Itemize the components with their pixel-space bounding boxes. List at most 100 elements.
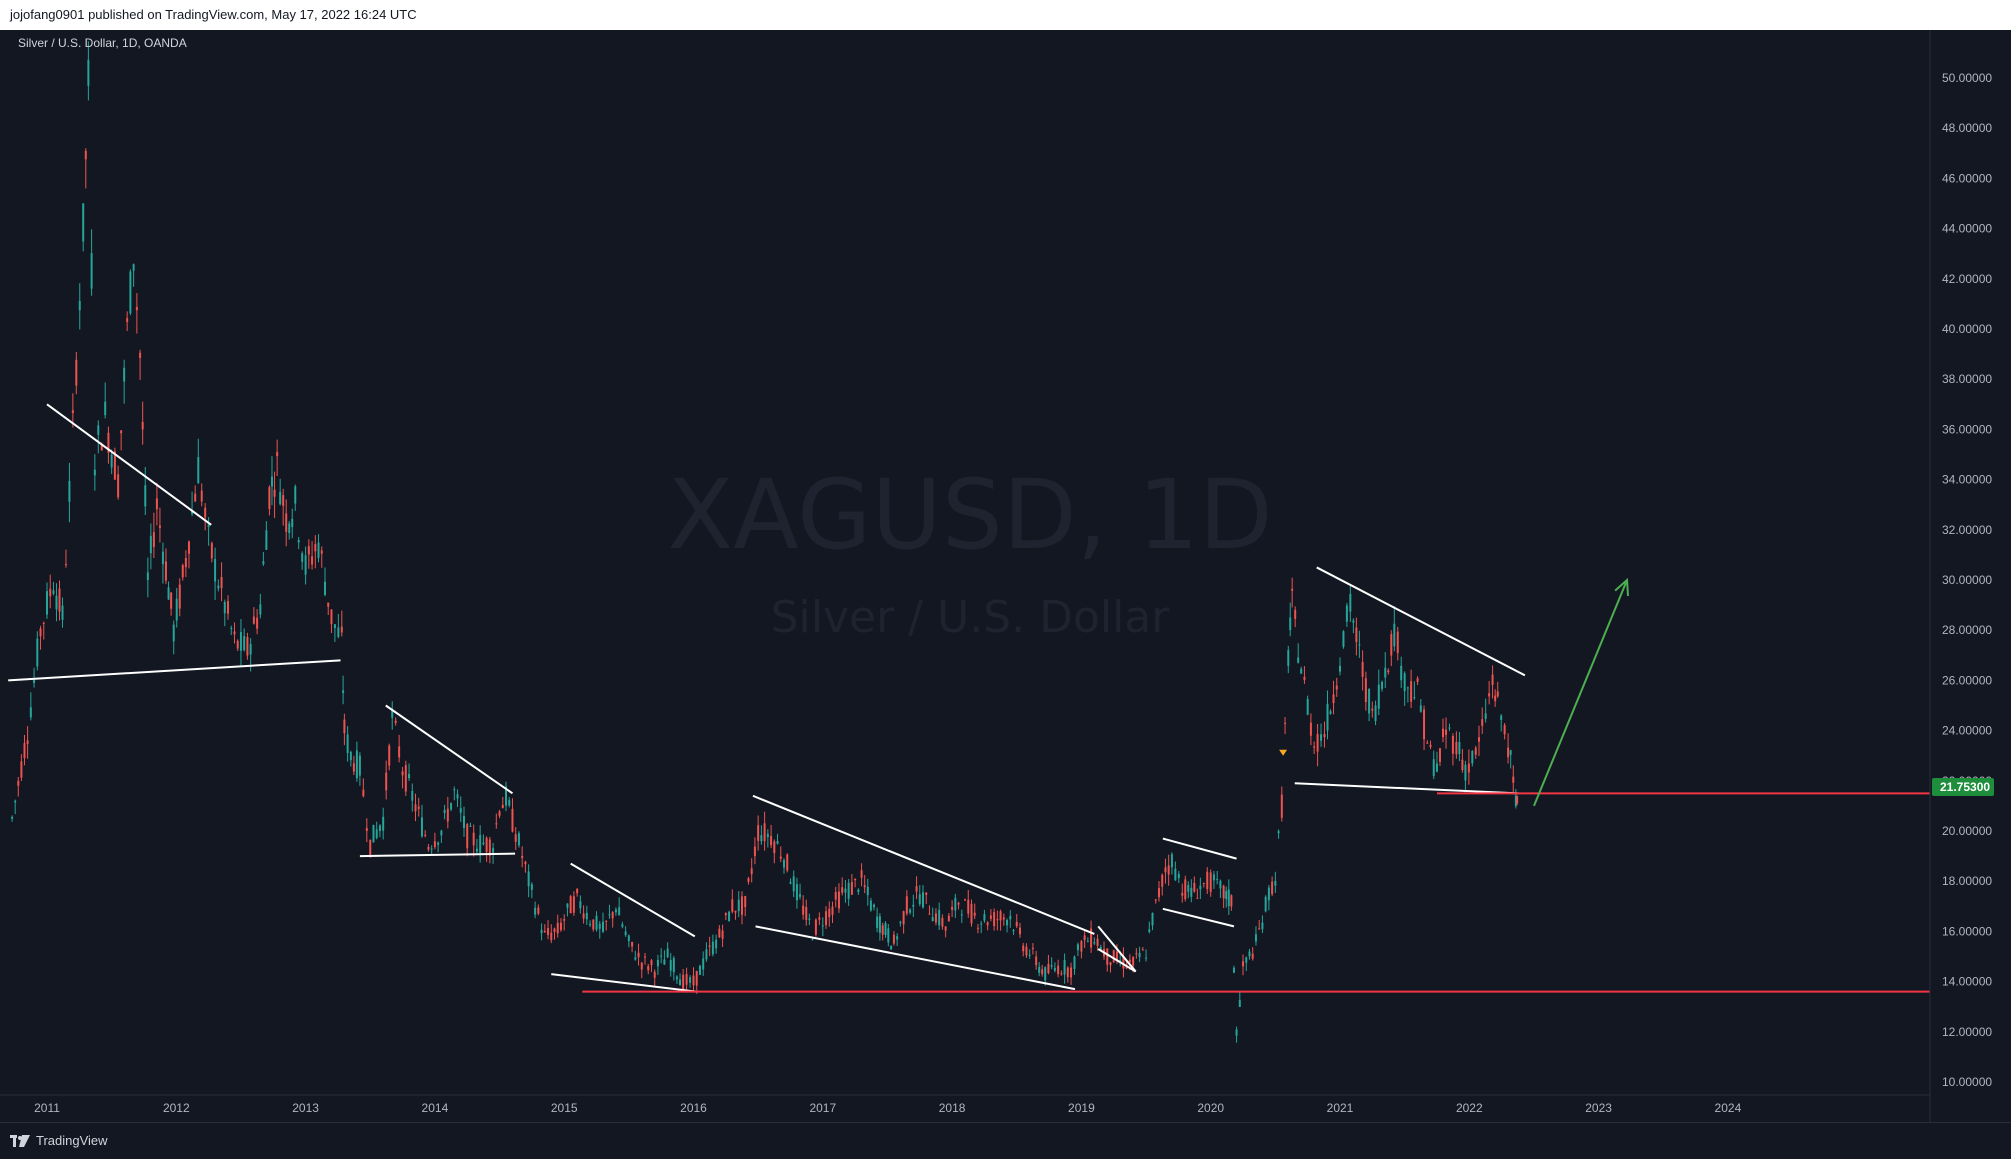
price-series [11, 41, 1519, 1043]
candle-body [1500, 715, 1503, 721]
candle-body [1196, 897, 1199, 899]
candle-body [873, 904, 876, 908]
candle-body [685, 974, 688, 985]
symbol-legend[interactable]: Silver / U.S. Dollar, 1D, OANDA [18, 36, 187, 50]
price-tick-label: 40.00000 [1942, 322, 1992, 336]
candle-body [1316, 733, 1319, 752]
candle-body [672, 958, 675, 973]
candle-body [647, 966, 650, 971]
candle-body [1345, 605, 1348, 622]
candle-body [1455, 741, 1458, 755]
candle-body [1141, 949, 1144, 951]
candle-body [1206, 871, 1209, 890]
price-tick-label: 32.00000 [1942, 523, 1992, 537]
candle-body [737, 899, 740, 912]
candle-body [740, 896, 743, 915]
candle-body [973, 912, 976, 916]
candle-body [1313, 746, 1316, 748]
candle-body [472, 832, 475, 846]
candle-body [925, 892, 928, 895]
candle-body [517, 833, 520, 846]
candle-body [605, 920, 608, 922]
candle-body [1009, 915, 1012, 920]
candle-body [304, 555, 307, 575]
candle-body [1481, 719, 1484, 726]
candle-body [1073, 956, 1076, 969]
price-axis[interactable]: 50.00000 48.00000 46.00000 44.00000 42.00000… [1942, 71, 1992, 1089]
candle-body [87, 59, 90, 86]
candle-body [627, 935, 630, 942]
candle-body [869, 900, 872, 911]
candle-body [120, 430, 123, 434]
candle-body [1122, 956, 1125, 969]
projection-arrow[interactable] [1533, 577, 1629, 807]
candle-body [1297, 657, 1300, 663]
candle-body [789, 882, 792, 884]
candle-body [1364, 678, 1367, 703]
candle-body [1227, 889, 1230, 907]
candle-body [279, 491, 282, 505]
candle-body [1006, 919, 1009, 926]
candle-body [993, 912, 996, 927]
support-lines[interactable] [582, 792, 1930, 993]
candle-body [708, 945, 711, 947]
candle-body [414, 804, 417, 812]
candle-body [831, 906, 834, 915]
candle-body [1047, 963, 1050, 974]
candle-body [1164, 867, 1167, 873]
candle-body [492, 848, 495, 853]
candle-body [214, 558, 217, 582]
candle-body [411, 791, 414, 801]
candle-body [46, 591, 48, 615]
candle-body [1349, 594, 1352, 612]
candle-body [462, 815, 465, 828]
candle-body [834, 892, 837, 900]
candle-body [1261, 922, 1264, 930]
candle-body [1199, 885, 1202, 890]
time-tick-label: 2016 [680, 1101, 707, 1115]
candle-body [922, 892, 925, 908]
candle-body [1488, 693, 1491, 697]
candle-body [556, 922, 559, 934]
price-tick-label: 34.00000 [1942, 473, 1992, 487]
candle-body [884, 923, 887, 936]
trendlines[interactable] [8, 403, 1526, 993]
candle-body [1202, 882, 1205, 884]
projection-arrow-head [1614, 577, 1629, 597]
published-header: jojofang0901 published on TradingView.co… [0, 0, 2011, 30]
candle-body [440, 830, 443, 836]
candle-body [1410, 681, 1413, 702]
candle-body [960, 914, 963, 916]
time-tick-label: 2018 [939, 1101, 966, 1115]
candle-body [297, 539, 300, 543]
candle-body [1284, 722, 1287, 724]
price-tick-label: 46.00000 [1942, 171, 1992, 185]
candle-body [1368, 689, 1371, 714]
candle-body [747, 878, 750, 882]
candle-body [954, 897, 957, 911]
candle-body [1190, 887, 1193, 897]
candle-body [1435, 763, 1438, 772]
candle-body [644, 956, 647, 958]
candle-body [1514, 795, 1517, 807]
candle-body [259, 604, 262, 615]
candle-body [327, 602, 330, 607]
candle-body [715, 939, 718, 949]
time-axis[interactable]: 2011 2012 2013 2014 2015 2016 2017 2018 2019 2020… [34, 1101, 1741, 1115]
price-tick-label: 38.00000 [1942, 372, 1992, 386]
price-chart[interactable]: XAGUSD, 1D Silver / U.S. Dollar 50.00000… [0, 0, 2011, 1122]
candle-body [52, 590, 55, 594]
candle-body [1099, 946, 1102, 951]
candle-body [915, 886, 918, 892]
price-tick-label: 10.00000 [1942, 1075, 1992, 1089]
candle-body [598, 923, 601, 929]
candle-body [194, 493, 197, 502]
candle-body [1115, 951, 1118, 961]
candle-body [679, 979, 682, 986]
candle-body [1406, 687, 1409, 689]
candle-body [675, 976, 678, 980]
candle-body [753, 846, 756, 857]
candle-body [666, 948, 669, 958]
candle-body [1038, 966, 1041, 973]
candle-body [343, 719, 346, 734]
